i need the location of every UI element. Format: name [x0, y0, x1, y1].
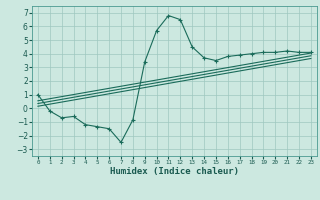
X-axis label: Humidex (Indice chaleur): Humidex (Indice chaleur)	[110, 167, 239, 176]
